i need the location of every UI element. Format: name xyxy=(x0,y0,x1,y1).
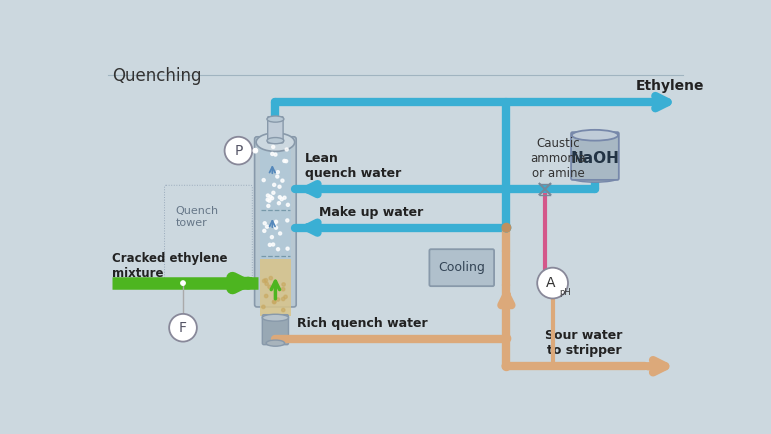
Circle shape xyxy=(278,196,281,199)
Text: Caustic
ammonia
or amine: Caustic ammonia or amine xyxy=(530,137,586,180)
Text: pH: pH xyxy=(560,289,571,297)
Ellipse shape xyxy=(573,174,618,182)
FancyBboxPatch shape xyxy=(429,249,494,286)
Circle shape xyxy=(274,220,278,224)
Circle shape xyxy=(269,195,272,198)
FancyBboxPatch shape xyxy=(268,117,283,143)
Circle shape xyxy=(286,203,289,207)
Circle shape xyxy=(268,243,271,247)
Circle shape xyxy=(263,229,266,232)
Circle shape xyxy=(502,224,510,232)
Circle shape xyxy=(502,334,510,343)
Circle shape xyxy=(277,248,280,251)
Circle shape xyxy=(268,199,271,202)
Circle shape xyxy=(271,152,274,155)
Circle shape xyxy=(285,148,288,151)
Text: Quenching: Quenching xyxy=(112,67,202,85)
Ellipse shape xyxy=(262,314,288,321)
Circle shape xyxy=(280,197,283,201)
Circle shape xyxy=(269,276,272,280)
Circle shape xyxy=(281,297,284,301)
Circle shape xyxy=(276,171,279,174)
FancyBboxPatch shape xyxy=(262,315,288,345)
Text: Cooling: Cooling xyxy=(438,261,485,274)
Circle shape xyxy=(271,197,274,200)
Circle shape xyxy=(274,226,278,229)
Circle shape xyxy=(268,285,271,289)
Circle shape xyxy=(273,300,276,304)
Circle shape xyxy=(278,232,281,235)
Circle shape xyxy=(169,314,197,342)
Text: Lean
quench water: Lean quench water xyxy=(305,152,401,180)
Circle shape xyxy=(502,362,510,371)
Circle shape xyxy=(286,219,289,222)
Circle shape xyxy=(266,198,269,201)
FancyBboxPatch shape xyxy=(571,132,619,180)
Circle shape xyxy=(253,148,258,153)
Circle shape xyxy=(276,175,279,178)
Ellipse shape xyxy=(267,138,284,144)
Text: Make up water: Make up water xyxy=(318,206,423,219)
Ellipse shape xyxy=(256,133,295,151)
Ellipse shape xyxy=(267,116,284,122)
Circle shape xyxy=(502,185,510,194)
Circle shape xyxy=(263,222,266,225)
Circle shape xyxy=(278,202,281,205)
Text: Sour water
to stripper: Sour water to stripper xyxy=(544,329,622,357)
Ellipse shape xyxy=(266,340,284,346)
Text: Ethylene: Ethylene xyxy=(636,79,704,93)
Circle shape xyxy=(271,236,274,239)
Circle shape xyxy=(262,178,265,181)
Circle shape xyxy=(274,153,277,156)
Circle shape xyxy=(284,295,288,299)
Circle shape xyxy=(271,243,274,246)
Text: Rich quench water: Rich quench water xyxy=(297,317,428,330)
Circle shape xyxy=(224,137,252,164)
Circle shape xyxy=(265,282,268,286)
Circle shape xyxy=(261,305,265,309)
Circle shape xyxy=(537,268,568,299)
Circle shape xyxy=(264,279,268,282)
Circle shape xyxy=(272,191,275,194)
Circle shape xyxy=(283,196,286,199)
Circle shape xyxy=(284,160,288,163)
Circle shape xyxy=(282,283,285,286)
Circle shape xyxy=(267,204,270,207)
Circle shape xyxy=(273,183,276,186)
Circle shape xyxy=(502,224,510,232)
Circle shape xyxy=(180,281,185,286)
Circle shape xyxy=(286,247,289,250)
Circle shape xyxy=(271,145,274,148)
Circle shape xyxy=(266,194,269,197)
FancyBboxPatch shape xyxy=(254,137,296,307)
FancyBboxPatch shape xyxy=(260,259,291,316)
Circle shape xyxy=(283,159,286,162)
Circle shape xyxy=(276,298,280,301)
Circle shape xyxy=(273,223,276,226)
Text: NaOH: NaOH xyxy=(571,151,619,166)
Circle shape xyxy=(262,279,266,283)
Circle shape xyxy=(265,225,268,228)
Text: A: A xyxy=(546,276,555,290)
Circle shape xyxy=(278,185,281,188)
Text: F: F xyxy=(179,321,187,335)
Ellipse shape xyxy=(572,130,618,141)
Circle shape xyxy=(272,223,275,226)
Circle shape xyxy=(264,294,268,298)
Circle shape xyxy=(272,300,276,303)
Text: P: P xyxy=(234,144,243,158)
Circle shape xyxy=(281,309,285,312)
Text: Quench
tower: Quench tower xyxy=(175,206,218,228)
FancyBboxPatch shape xyxy=(260,144,291,259)
Circle shape xyxy=(281,287,284,291)
Circle shape xyxy=(281,179,284,182)
Text: Cracked ethylene
mixture: Cracked ethylene mixture xyxy=(112,252,227,280)
